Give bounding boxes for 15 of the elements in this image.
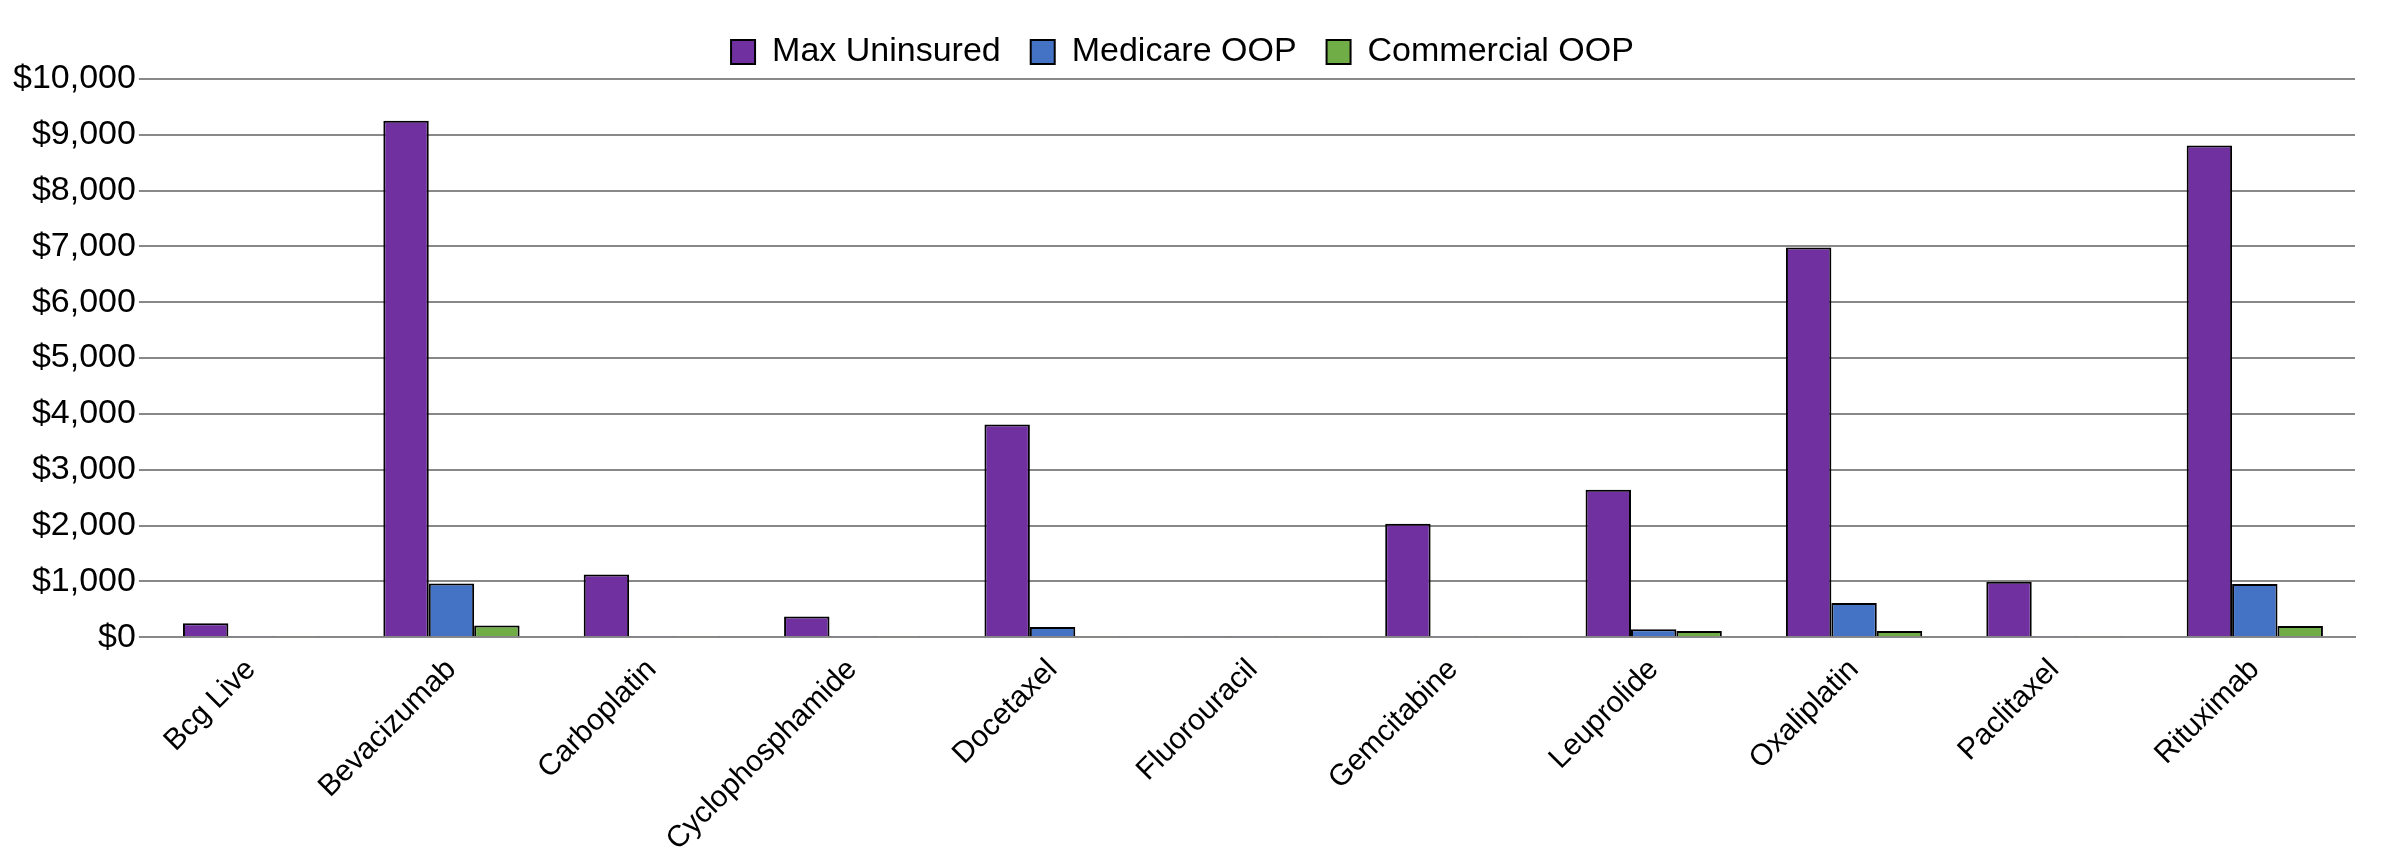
- legend-label: Commercial OOP: [1367, 30, 1634, 69]
- y-tick-label: $5,000: [31, 336, 136, 375]
- y-tick-label: $10,000: [13, 57, 136, 96]
- y-tick-label: $9,000: [31, 113, 136, 152]
- y-tick-label: $2,000: [31, 503, 136, 542]
- y-tick-label: $6,000: [31, 280, 136, 319]
- y-tick-label: $7,000: [31, 224, 136, 263]
- legend-label: Medicare OOP: [1071, 30, 1297, 69]
- x-tick-label: Bcg Live: [156, 651, 262, 757]
- y-tick-label: $0: [98, 615, 136, 654]
- y-tick-label: $3,000: [31, 448, 136, 487]
- y-tick-label: $4,000: [31, 392, 136, 431]
- legend-label: Max Uninsured: [772, 30, 1001, 69]
- y-tick-label: $1,000: [31, 559, 136, 598]
- y-tick-label: $8,000: [31, 169, 136, 207]
